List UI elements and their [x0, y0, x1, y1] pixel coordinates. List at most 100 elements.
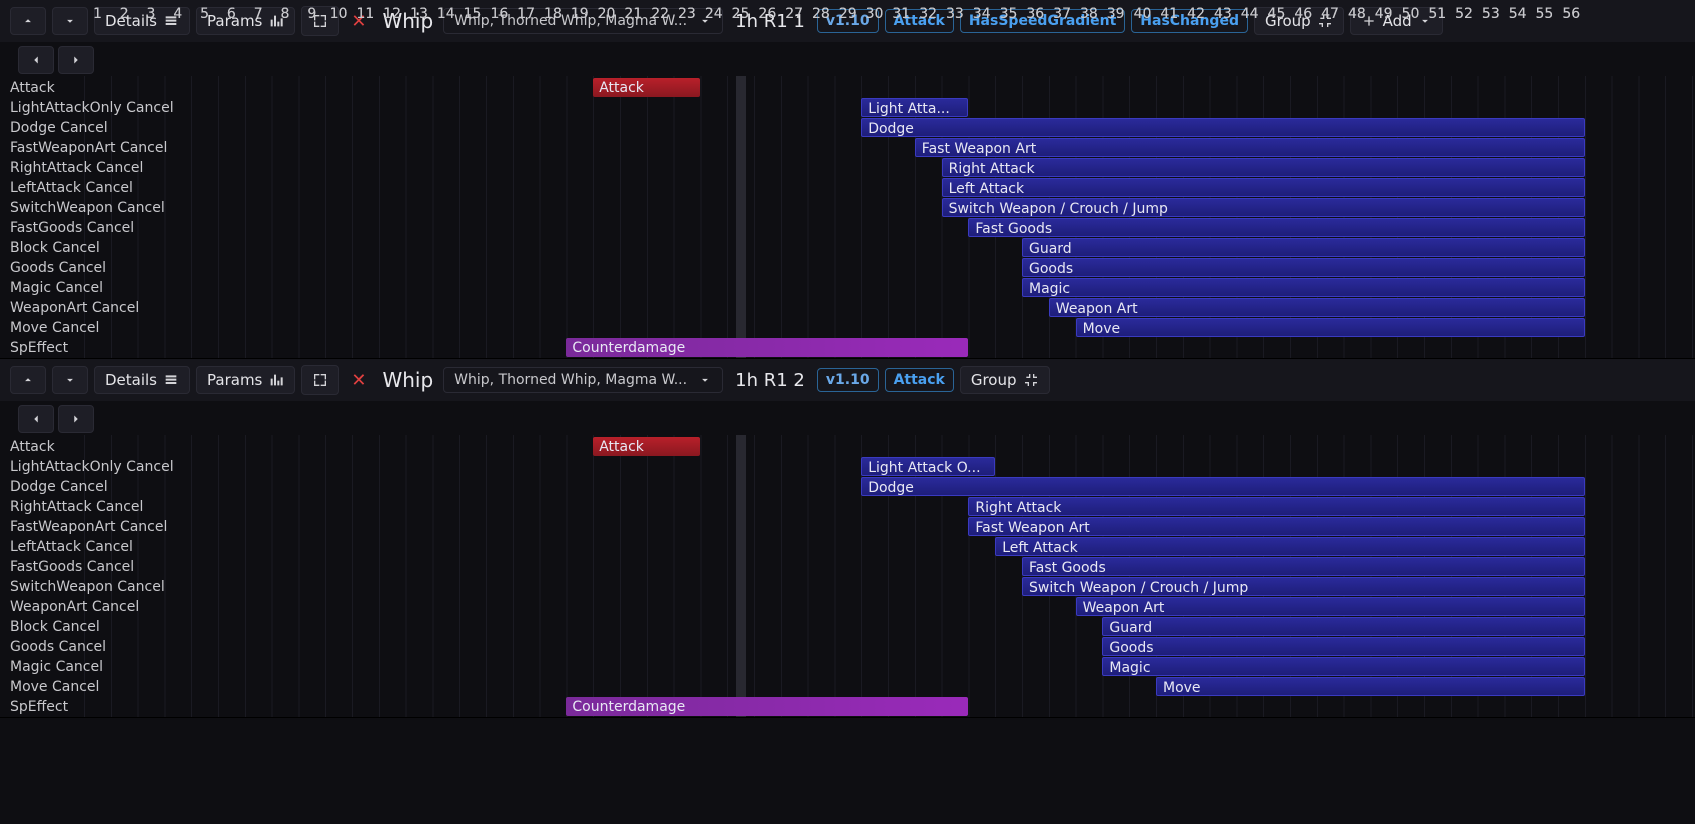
weapon-dropdown[interactable]: Whip, Thorned Whip, Magma W... [443, 367, 723, 393]
row-label: Magic Cancel [10, 278, 103, 298]
timeline-bar-cancel[interactable]: Weapon Art [1049, 298, 1585, 317]
timeline-row: Goods Cancel Goods [0, 258, 1695, 278]
row-label: Block Cancel [10, 238, 100, 258]
frame-tick: 45 [1263, 6, 1290, 22]
timeline-bar-cancel[interactable]: Right Attack [942, 158, 1585, 177]
frame-tick: 26 [754, 6, 781, 22]
frame-tick: 51 [1424, 6, 1451, 22]
next-frame-button[interactable] [58, 46, 94, 74]
frame-tick: 19 [566, 6, 593, 22]
prev-frame-button[interactable] [18, 405, 54, 433]
timeline-row: LightAttackOnly Cancel Light Atta... [0, 98, 1695, 118]
timeline-bar-cancel[interactable]: Goods [1022, 258, 1585, 277]
timeline-bar-cancel[interactable]: Move [1156, 677, 1585, 696]
timeline-row: Block Cancel Guard [0, 238, 1695, 258]
timeline-row: LeftAttack Cancel Left Attack [0, 178, 1695, 198]
timeline-row: SwitchWeapon Cancel Switch Weapon / Crou… [0, 577, 1695, 597]
frame-tick: 16 [486, 6, 513, 22]
timeline-bar-cancel[interactable]: Switch Weapon / Crouch / Jump [1022, 577, 1585, 596]
row-label: Dodge Cancel [10, 118, 108, 138]
timeline-bar-cancel[interactable]: Light Attack O... [861, 457, 995, 476]
row-label: LightAttackOnly Cancel [10, 98, 174, 118]
frame-tick: 7 [245, 6, 272, 22]
frame-tick: 12 [379, 6, 406, 22]
move-up-button[interactable] [10, 366, 46, 394]
timeline-row: Attack Attack [0, 78, 1695, 98]
timeline-bar-cancel[interactable]: Left Attack [995, 537, 1585, 556]
timeline-bar-attack[interactable]: Attack [593, 78, 700, 97]
frame-tick: 28 [808, 6, 835, 22]
timeline-bar-cancel[interactable]: Fast Weapon Art [915, 138, 1585, 157]
frame-tick: 39 [1102, 6, 1129, 22]
timeline-bar-cancel[interactable]: Right Attack [968, 497, 1584, 516]
params-label: Params [207, 371, 262, 389]
timeline-bar-cancel[interactable]: Guard [1102, 617, 1584, 636]
next-frame-button[interactable] [58, 405, 94, 433]
timeline-bar-speffect[interactable]: Counterdamage [566, 338, 968, 357]
timeline-bar-cancel[interactable]: Goods [1102, 637, 1584, 656]
timeline-bar-cancel[interactable]: Move [1076, 318, 1585, 337]
timeline-nav: 1234567891011121314151617181920212223242… [0, 42, 1695, 76]
tag-attack[interactable]: Attack [885, 368, 954, 392]
timeline-row: Move Cancel Move [0, 318, 1695, 338]
move-up-button[interactable] [10, 7, 46, 35]
timeline-bar-cancel[interactable]: Switch Weapon / Crouch / Jump [942, 198, 1585, 217]
row-label: WeaponArt Cancel [10, 597, 139, 617]
timeline-row: FastGoods Cancel Fast Goods [0, 218, 1695, 238]
frame-tick: 20 [593, 6, 620, 22]
frame-tick: 46 [1290, 6, 1317, 22]
timeline-row: Block Cancel Guard [0, 617, 1695, 637]
row-label: Move Cancel [10, 318, 99, 338]
version-tag[interactable]: v1.10 [817, 368, 879, 392]
frame-tick: 15 [459, 6, 486, 22]
frame-tick: 43 [1209, 6, 1236, 22]
timeline-bar-cancel[interactable]: Magic [1022, 278, 1585, 297]
row-label: LeftAttack Cancel [10, 537, 133, 557]
move-down-button[interactable] [52, 7, 88, 35]
timeline-bar-cancel[interactable]: Fast Goods [1022, 557, 1585, 576]
timeline-row: WeaponArt Cancel Weapon Art [0, 597, 1695, 617]
timeline-bar-cancel[interactable]: Light Atta... [861, 98, 968, 117]
row-label: FastWeaponArt Cancel [10, 138, 167, 158]
timeline-row: FastWeaponArt Cancel Fast Weapon Art [0, 138, 1695, 158]
timeline-row: Attack Attack [0, 437, 1695, 457]
frame-tick: 3 [138, 6, 165, 22]
row-label: Attack [10, 78, 55, 98]
timeline-bar-cancel[interactable]: Left Attack [942, 178, 1585, 197]
timeline-bar-attack[interactable]: Attack [593, 437, 700, 456]
params-button[interactable]: Params [196, 366, 295, 394]
row-label: LightAttackOnly Cancel [10, 457, 174, 477]
timeline-bar-cancel[interactable]: Dodge [861, 477, 1585, 496]
timeline-row: Magic Cancel Magic [0, 278, 1695, 298]
timeline-bar-cancel[interactable]: Guard [1022, 238, 1585, 257]
row-label: FastGoods Cancel [10, 218, 134, 238]
frame-tick: 13 [406, 6, 433, 22]
timeline-nav: 1234567891011121314151617181920212223242… [0, 401, 1695, 435]
frame-tick: 2 [111, 6, 138, 22]
attack-name: 1h R1 2 [729, 370, 811, 391]
row-label: Attack [10, 437, 55, 457]
timeline-bar-cancel[interactable]: Weapon Art [1076, 597, 1585, 616]
frame-tick: 1 [84, 6, 111, 22]
close-icon[interactable]: ✕ [345, 370, 372, 391]
timeline-row: Magic Cancel Magic [0, 657, 1695, 677]
timeline-bar-cancel[interactable]: Magic [1102, 657, 1584, 676]
row-label: FastWeaponArt Cancel [10, 517, 167, 537]
prev-frame-button[interactable] [18, 46, 54, 74]
move-down-button[interactable] [52, 366, 88, 394]
timeline-bar-cancel[interactable]: Fast Weapon Art [968, 517, 1584, 536]
group-button[interactable]: Group [960, 366, 1050, 394]
frame-tick: 30 [861, 6, 888, 22]
frame-tick: 36 [1022, 6, 1049, 22]
details-button[interactable]: Details [94, 366, 190, 394]
timeline-bar-cancel[interactable]: Fast Goods [968, 218, 1584, 237]
collapse-button[interactable] [301, 365, 339, 395]
timeline-row: SpEffect Counterdamage [0, 697, 1695, 717]
timeline-bar-speffect[interactable]: Counterdamage [566, 697, 968, 716]
frame-tick: 38 [1075, 6, 1102, 22]
row-label: SwitchWeapon Cancel [10, 198, 165, 218]
timeline-bar-cancel[interactable]: Dodge [861, 118, 1585, 137]
frame-tick: 41 [1156, 6, 1183, 22]
frame-tick: 4 [164, 6, 191, 22]
timeline-row: Goods Cancel Goods [0, 637, 1695, 657]
